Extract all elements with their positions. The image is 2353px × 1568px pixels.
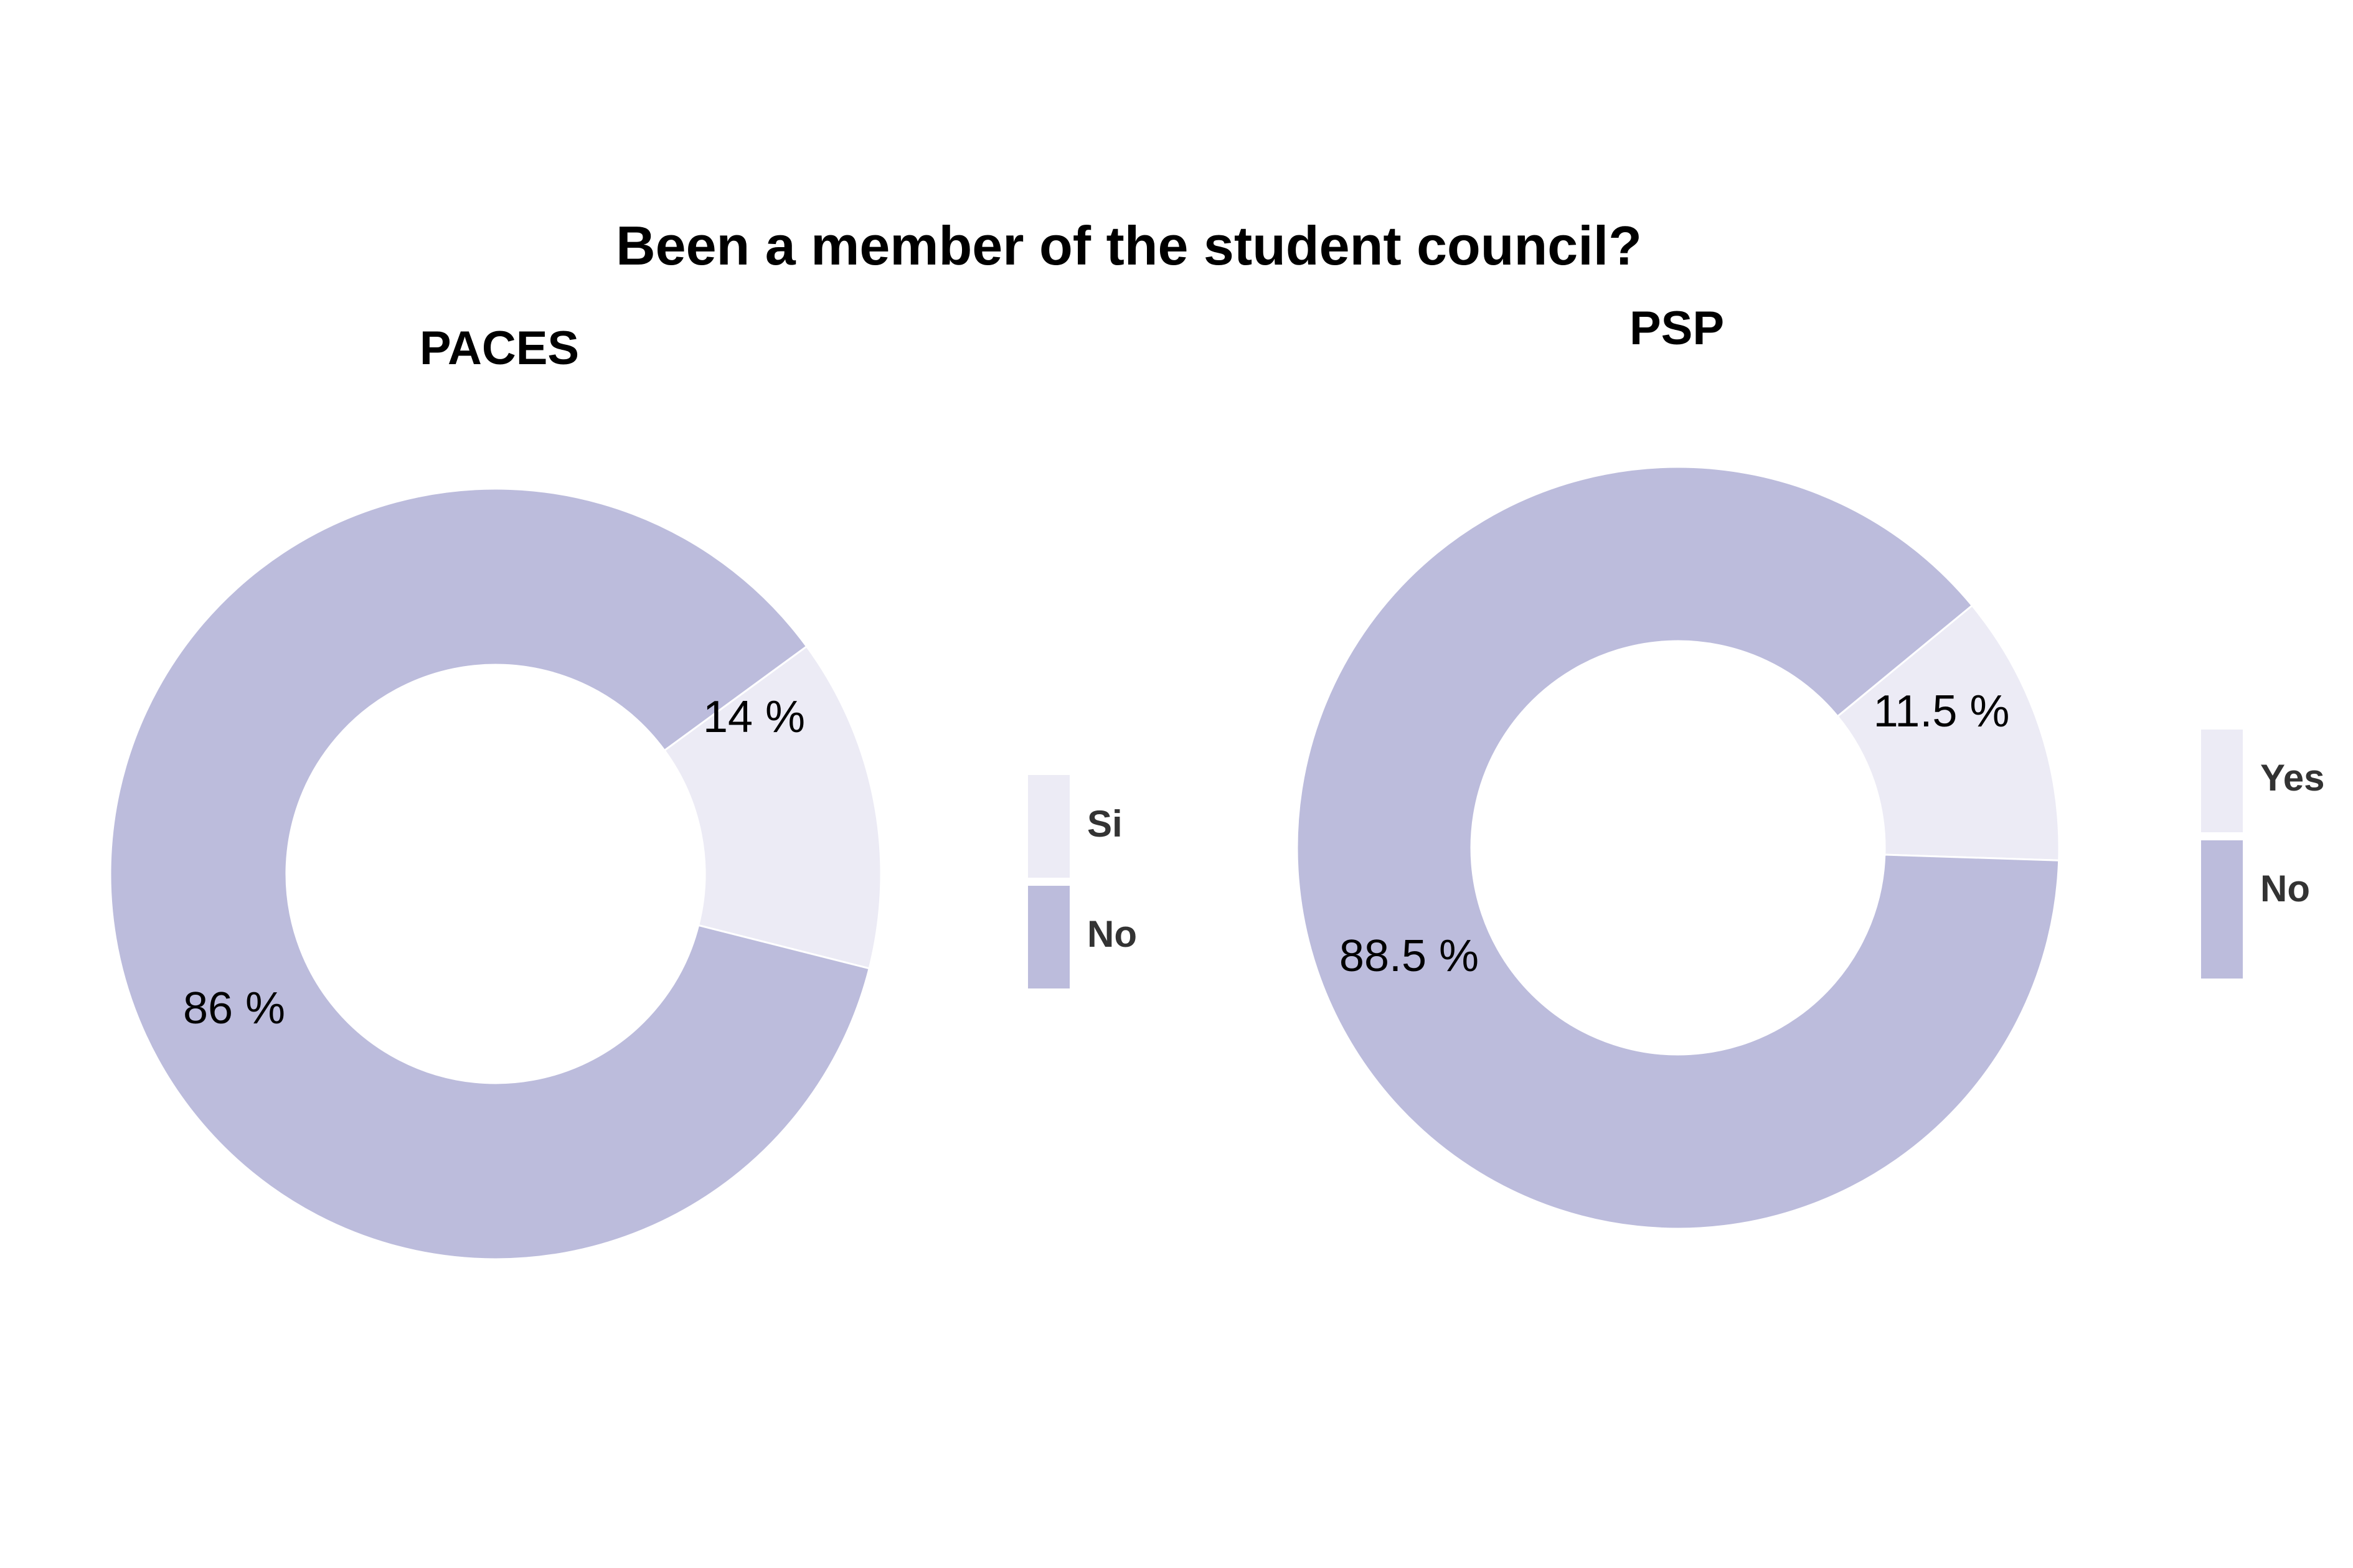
donut-slice-paces-si [663, 645, 882, 970]
panel-title-paces: PACES [420, 322, 579, 375]
chart-title: Been a member of the student council? [616, 215, 1642, 276]
slices-paces [109, 487, 882, 1261]
legend-label-paces-si: Si [1087, 803, 1123, 845]
donut-panel-paces: PACES 14 % 86 % Si No [109, 322, 1137, 1261]
legend-swatch-paces-no [1028, 886, 1070, 988]
legend-label-psp-no: No [2260, 868, 2310, 909]
legend-label-paces-no: No [1087, 913, 1137, 955]
slice-labels-psp: 11.5 % 88.5 % [1339, 687, 2009, 981]
donut-slice-psp-no [1296, 466, 2060, 1230]
legend-psp: Yes No [2201, 730, 2324, 979]
slice-label-paces-no: 86 % [183, 984, 285, 1033]
legend-swatch-psp-no [2201, 840, 2243, 979]
donut-panel-psp: PSP 11.5 % 88.5 % Yes No [1296, 302, 2324, 1230]
slice-label-psp-no: 88.5 % [1339, 931, 1479, 981]
legend-paces: Si No [1028, 775, 1137, 988]
legend-swatch-paces-si [1028, 775, 1070, 878]
slice-label-paces-si: 14 % [703, 692, 805, 742]
panel-title-psp: PSP [1629, 302, 1724, 355]
slice-label-psp-yes: 11.5 % [1874, 687, 2010, 736]
legend-label-psp-yes: Yes [2260, 757, 2324, 799]
donut-slice-paces-no [109, 487, 870, 1261]
legend-swatch-psp-yes [2201, 730, 2243, 832]
donut-slice-psp-yes [1836, 604, 2060, 861]
slice-labels-paces: 14 % 86 % [183, 692, 805, 1033]
slices-psp [1296, 466, 2060, 1230]
